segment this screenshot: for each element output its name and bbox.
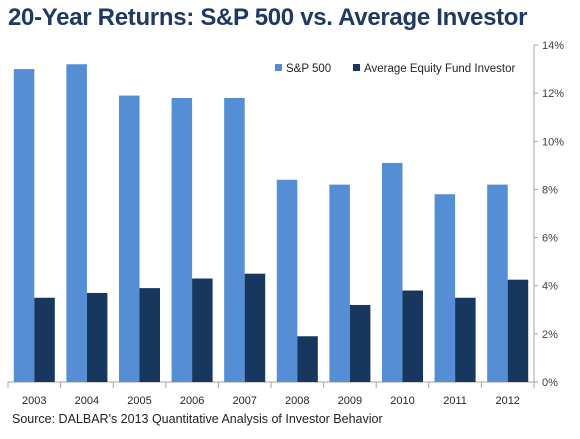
legend-investor-swatch [353, 64, 360, 71]
sp500-bar [434, 194, 456, 382]
sp500-bar [329, 184, 350, 382]
sp500-bar [171, 97, 193, 382]
x-tick-label: 2007 [232, 395, 256, 407]
y-tick-label: 6% [542, 233, 558, 245]
investor-bar [244, 273, 266, 382]
investor-bar [139, 288, 161, 382]
investor-bar [402, 290, 424, 382]
x-tick-label: 2005 [127, 395, 151, 407]
sp500-bar [66, 64, 87, 382]
investor-bar [192, 278, 213, 382]
x-tick-label: 2011 [443, 395, 467, 407]
x-tick-label: 2010 [390, 395, 414, 407]
y-tick-label: 2% [542, 329, 558, 341]
sp500-bar [487, 184, 508, 382]
investor-bar [455, 297, 476, 382]
investor-bar [507, 279, 529, 382]
x-tick-label: 2009 [338, 395, 362, 407]
x-tick-label: 2008 [285, 395, 309, 407]
sp500-bar [118, 95, 140, 383]
investor-bar [297, 336, 318, 382]
investor-bar [34, 297, 55, 382]
x-tick-label: 2006 [180, 395, 204, 407]
source-note: Source: DALBAR's 2013 Quantitative Analy… [12, 412, 383, 426]
sp500-bar [224, 97, 245, 382]
x-tick-label: 2004 [75, 395, 99, 407]
legend-sp500-label: S&P 500 [286, 63, 331, 75]
sp500-bar [13, 69, 35, 383]
sp500-bar [276, 179, 298, 382]
sp500-bar [381, 162, 403, 382]
investor-bar [86, 292, 108, 382]
y-tick-label: 4% [542, 281, 558, 293]
y-tick-label: 8% [542, 184, 558, 196]
y-tick-label: 12% [542, 88, 564, 100]
y-tick-label: 10% [542, 136, 564, 148]
y-tick-label: 14% [542, 40, 564, 52]
y-tick-label: 0% [542, 377, 558, 389]
x-tick-label: 2003 [22, 395, 46, 407]
chart-title: 20-Year Returns: S&P 500 vs. Average Inv… [8, 4, 528, 31]
x-tick-label: 2012 [495, 395, 519, 407]
investor-bar [349, 304, 371, 382]
legend-investor-label: Average Equity Fund Investor [364, 63, 515, 75]
legend-sp500-swatch [275, 64, 282, 71]
